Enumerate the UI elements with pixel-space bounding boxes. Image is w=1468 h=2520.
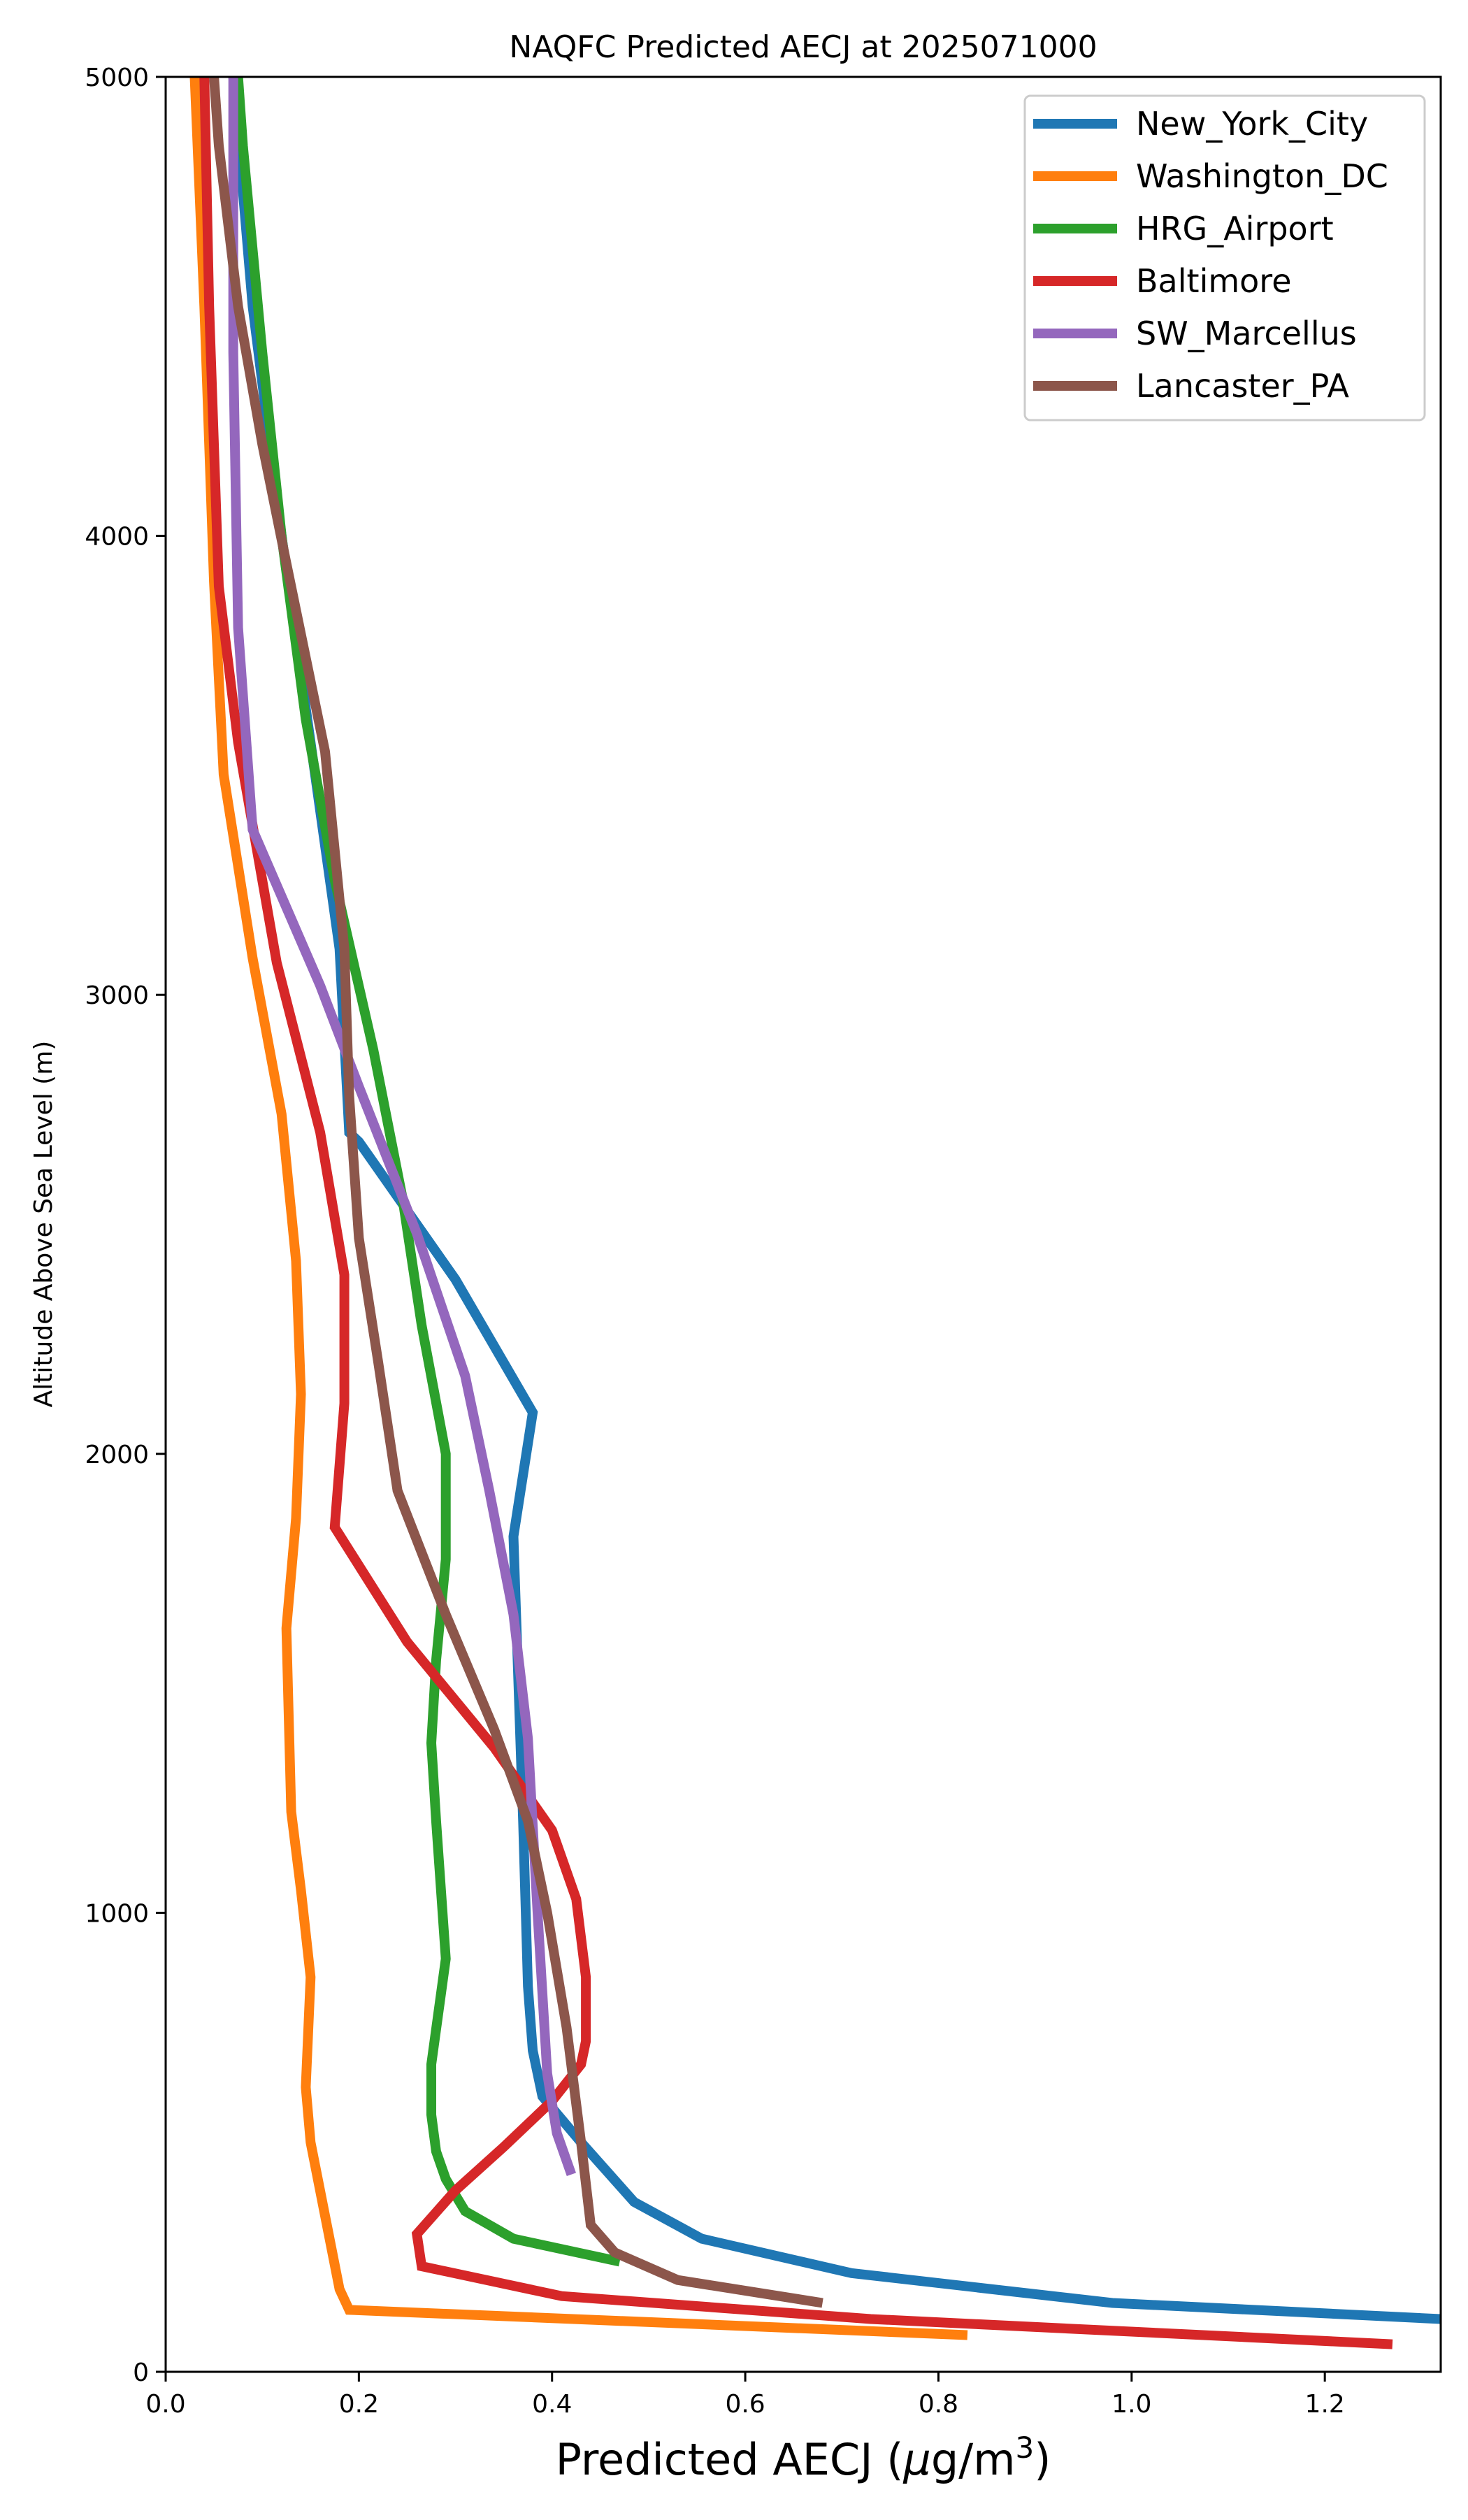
x-axis-label-mu: μ bbox=[902, 2434, 930, 2485]
x-axis-label-unit: g/m bbox=[931, 2434, 1016, 2485]
x-tick-label: 1.2 bbox=[1305, 2390, 1345, 2419]
y-tick-label: 4000 bbox=[85, 523, 149, 552]
y-tick-label: 2000 bbox=[85, 1441, 149, 1469]
legend-frame bbox=[1023, 94, 1426, 422]
legend-entries: New_York_City Washington_DC HRG_Airport Bal… bbox=[1033, 105, 1388, 405]
x-tick-label: 0.6 bbox=[725, 2390, 765, 2419]
series-line-lancaster-pa bbox=[209, 77, 823, 2308]
x-axis-label: Predicted AECJ (μg/m3) bbox=[556, 2431, 1051, 2485]
x-axis-label-close: ) bbox=[1034, 2434, 1051, 2485]
y-axis-ticks: 0 1000 2000 3000 4000 5000 bbox=[85, 64, 166, 2387]
legend-label: Lancaster_PA bbox=[1136, 367, 1349, 405]
y-tick-label: 3000 bbox=[85, 981, 149, 1010]
y-tick-label: 0 bbox=[133, 2359, 149, 2387]
legend-label: New_York_City bbox=[1136, 105, 1368, 143]
x-tick-label: 0.2 bbox=[339, 2390, 379, 2419]
x-axis-label-main: Predicted AECJ ( bbox=[556, 2434, 904, 2485]
legend-label: SW_Marcellus bbox=[1136, 315, 1357, 352]
x-axis-label-exponent: 3 bbox=[1015, 2431, 1034, 2465]
series-line-washington-dc bbox=[189, 77, 968, 2340]
plot-area bbox=[189, 77, 1441, 2349]
x-tick-label: 1.0 bbox=[1111, 2390, 1151, 2419]
series-layer bbox=[189, 77, 1441, 2349]
legend-label: Baltimore bbox=[1136, 262, 1292, 300]
series-line-sw-marcellus bbox=[228, 77, 577, 2177]
x-tick-label: 0.8 bbox=[919, 2390, 958, 2419]
y-tick-label: 5000 bbox=[85, 64, 149, 92]
x-axis-ticks: 0.0 0.2 0.4 0.6 0.8 1.0 1.2 bbox=[145, 2372, 1345, 2419]
y-axis-label: Altitude Above Sea Level (m) bbox=[29, 1041, 58, 1408]
legend-label: Washington_DC bbox=[1136, 157, 1388, 195]
legend: New_York_City Washington_DC HRG_Airport Bal… bbox=[1023, 94, 1426, 422]
plot-frame bbox=[164, 75, 1442, 2373]
x-tick-label: 0.4 bbox=[532, 2390, 572, 2419]
y-tick-label: 1000 bbox=[85, 1899, 149, 1928]
series-line-baltimore bbox=[199, 77, 1393, 2349]
chart-title: NAQFC Predicted AECJ at 2025071000 bbox=[509, 29, 1097, 65]
x-tick-label: 0.0 bbox=[145, 2390, 185, 2419]
legend-label: HRG_Airport bbox=[1136, 210, 1334, 247]
